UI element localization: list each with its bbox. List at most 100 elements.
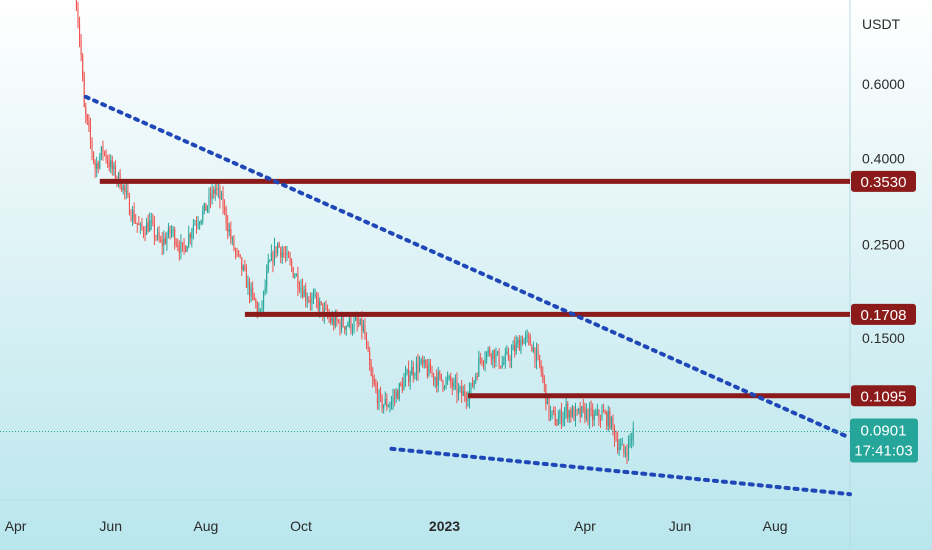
candle-body bbox=[342, 317, 344, 327]
candle-body bbox=[571, 408, 573, 417]
candle-body bbox=[392, 396, 394, 401]
candle-body bbox=[495, 353, 497, 362]
candle-body bbox=[448, 376, 450, 379]
candle-body bbox=[617, 439, 619, 450]
candle-body bbox=[451, 382, 453, 387]
candle-body bbox=[482, 362, 485, 364]
candle-body bbox=[160, 239, 162, 241]
candle-body bbox=[259, 308, 261, 310]
candle-body bbox=[135, 222, 137, 223]
candle-body bbox=[224, 207, 226, 209]
candle-body bbox=[306, 300, 308, 302]
candle-body bbox=[364, 325, 366, 339]
candle-body bbox=[314, 294, 316, 296]
price-axis-unit: USDT bbox=[862, 16, 901, 32]
candle-body bbox=[186, 246, 188, 252]
candle-body bbox=[99, 156, 101, 168]
candle-body bbox=[581, 406, 583, 417]
candle-body bbox=[535, 350, 538, 362]
candle-body bbox=[492, 350, 494, 360]
candle-body bbox=[244, 266, 246, 270]
candle-body bbox=[362, 325, 364, 331]
candle-body bbox=[450, 376, 452, 383]
candle-body bbox=[174, 229, 176, 245]
candle-body bbox=[125, 190, 127, 192]
candle-body bbox=[556, 424, 558, 426]
candle-body bbox=[632, 428, 634, 439]
candle-body bbox=[203, 203, 205, 211]
candle-body bbox=[80, 40, 82, 56]
last-price-marker: 0.0901 17:41:03 bbox=[0, 418, 918, 463]
candle-body bbox=[568, 410, 570, 418]
candle-body bbox=[557, 418, 559, 426]
candle-body bbox=[295, 274, 297, 277]
candle-body bbox=[380, 391, 382, 397]
candle-body bbox=[261, 307, 263, 309]
candle-body bbox=[590, 408, 592, 410]
candle-body bbox=[518, 340, 520, 351]
candle-body bbox=[311, 296, 313, 303]
candle-body bbox=[514, 345, 516, 352]
candle-body bbox=[394, 396, 396, 398]
candle-body bbox=[521, 340, 524, 344]
price-axis-ticks: 0.6000 0.4000 0.2500 0.1500 bbox=[862, 76, 905, 346]
candle-body bbox=[322, 303, 324, 316]
candle-body bbox=[531, 345, 533, 352]
trendline-lower bbox=[389, 446, 852, 497]
candle-body bbox=[537, 350, 539, 356]
candle-body bbox=[345, 326, 347, 330]
candle-body bbox=[551, 410, 553, 412]
candle-body bbox=[384, 398, 386, 405]
support-resistance-levels: 0.3530 0.1708 0.1095 bbox=[99, 170, 916, 407]
candle-body bbox=[627, 439, 630, 456]
candle-body bbox=[250, 287, 252, 297]
candle-body bbox=[156, 232, 159, 238]
candle-body bbox=[606, 412, 608, 426]
candle-body bbox=[247, 280, 249, 288]
candle-body bbox=[189, 234, 191, 238]
candle-body bbox=[462, 391, 464, 396]
candle-body bbox=[206, 206, 208, 211]
candle-body bbox=[596, 410, 598, 414]
candle-body bbox=[532, 347, 534, 352]
candle-body bbox=[433, 373, 435, 381]
candle-body bbox=[280, 247, 282, 258]
candle-body bbox=[208, 194, 210, 207]
candle-body bbox=[574, 409, 577, 421]
candle-body bbox=[236, 250, 238, 252]
candle-body bbox=[220, 194, 223, 200]
candle-body bbox=[567, 403, 569, 418]
candle-body bbox=[263, 291, 265, 308]
candle-body bbox=[464, 391, 466, 397]
candle-body bbox=[496, 351, 499, 354]
candle-body bbox=[284, 254, 286, 256]
candle-body bbox=[200, 220, 202, 223]
candle-body bbox=[503, 362, 505, 365]
candle-body bbox=[355, 318, 357, 320]
candle-body bbox=[161, 240, 163, 246]
candle-body bbox=[457, 388, 460, 395]
candle-body bbox=[136, 222, 138, 225]
candle-body bbox=[587, 409, 589, 422]
candle-body bbox=[308, 300, 310, 302]
candle-body bbox=[241, 257, 243, 270]
candle-body bbox=[439, 372, 441, 374]
candle-body bbox=[169, 227, 171, 234]
candle-body bbox=[144, 232, 146, 235]
candle-body bbox=[180, 242, 182, 253]
candle-body bbox=[493, 350, 495, 362]
candle-body bbox=[358, 322, 360, 325]
candle-body bbox=[163, 238, 165, 246]
candle-body bbox=[83, 78, 85, 107]
candle-body bbox=[447, 378, 449, 380]
candle-body bbox=[194, 223, 196, 226]
candle-body bbox=[132, 210, 134, 220]
candle-body bbox=[593, 414, 595, 420]
level-price-badge bbox=[851, 170, 916, 192]
candle-body bbox=[150, 220, 152, 222]
candle-body bbox=[216, 188, 218, 190]
candle-body bbox=[330, 318, 332, 323]
candle-body bbox=[548, 396, 550, 418]
